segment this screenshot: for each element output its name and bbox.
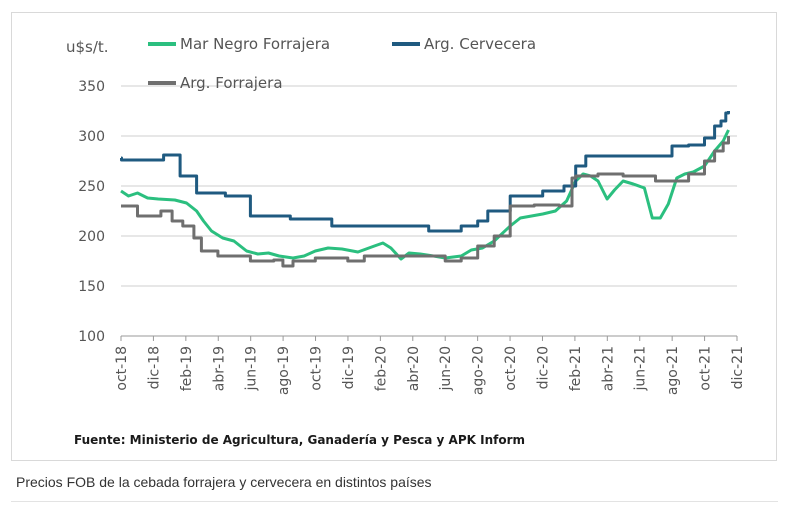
x-tick-label: oct-20 — [503, 346, 519, 391]
source-note: Fuente: Ministerio de Agricultura, Ganad… — [74, 433, 525, 447]
y-tick-label: 100 — [78, 329, 105, 345]
x-tick-label: oct-18 — [114, 346, 130, 391]
x-tick-label: feb-21 — [568, 346, 584, 391]
x-tick-label: jun-19 — [244, 346, 260, 392]
series-lines — [120, 111, 730, 268]
caption-divider — [11, 501, 778, 502]
x-tick-label: feb-19 — [179, 346, 195, 391]
x-tick-label: abr-21 — [600, 346, 616, 391]
y-tick-label: 300 — [78, 129, 105, 145]
y-tick-label: 250 — [78, 179, 105, 195]
legend: Mar Negro Forrajera Arg. Cervecera Arg. Fo… — [148, 35, 536, 92]
grid-lines — [121, 85, 737, 337]
x-tick-label: ago-19 — [276, 346, 292, 395]
y-tick-label: 200 — [78, 229, 105, 245]
x-tick-label: abr-19 — [211, 346, 227, 391]
line-chart: 100 150 200 250 300 350 oct-18 dic-18 feb-19 abr-… — [66, 35, 746, 447]
x-tick-label: dic-21 — [730, 346, 746, 389]
x-tick-label: abr-20 — [406, 346, 422, 391]
x-tick-label: ago-21 — [665, 346, 681, 395]
y-tick-label: 150 — [78, 279, 105, 295]
x-tick-label: dic-20 — [535, 346, 551, 389]
x-tick-label: jun-20 — [438, 346, 454, 392]
x-tick-label: oct-21 — [698, 346, 714, 391]
x-tick-label: feb-20 — [373, 346, 389, 391]
x-tick-label: dic-19 — [341, 346, 357, 389]
x-tick-label: dic-18 — [146, 346, 162, 389]
x-tick-label: ago-20 — [471, 346, 487, 395]
x-tick-label: oct-19 — [309, 346, 325, 391]
x-tick-label: jun-21 — [633, 346, 649, 392]
figure-caption: Precios FOB de la cebada forrajera y cer… — [16, 474, 432, 490]
legend-label-0: Mar Negro Forrajera — [180, 35, 330, 53]
series-line-1 — [120, 111, 730, 233]
legend-label-1: Arg. Cervecera — [424, 35, 536, 53]
axes: 100 150 200 250 300 350 oct-18 dic-18 feb-19 abr-… — [78, 79, 746, 395]
y-tick-label: 350 — [78, 79, 105, 95]
y-axis-unit: u$s/t. — [66, 38, 109, 56]
legend-label-2: Arg. Forrajera — [180, 74, 283, 92]
series-line-2 — [121, 136, 730, 268]
